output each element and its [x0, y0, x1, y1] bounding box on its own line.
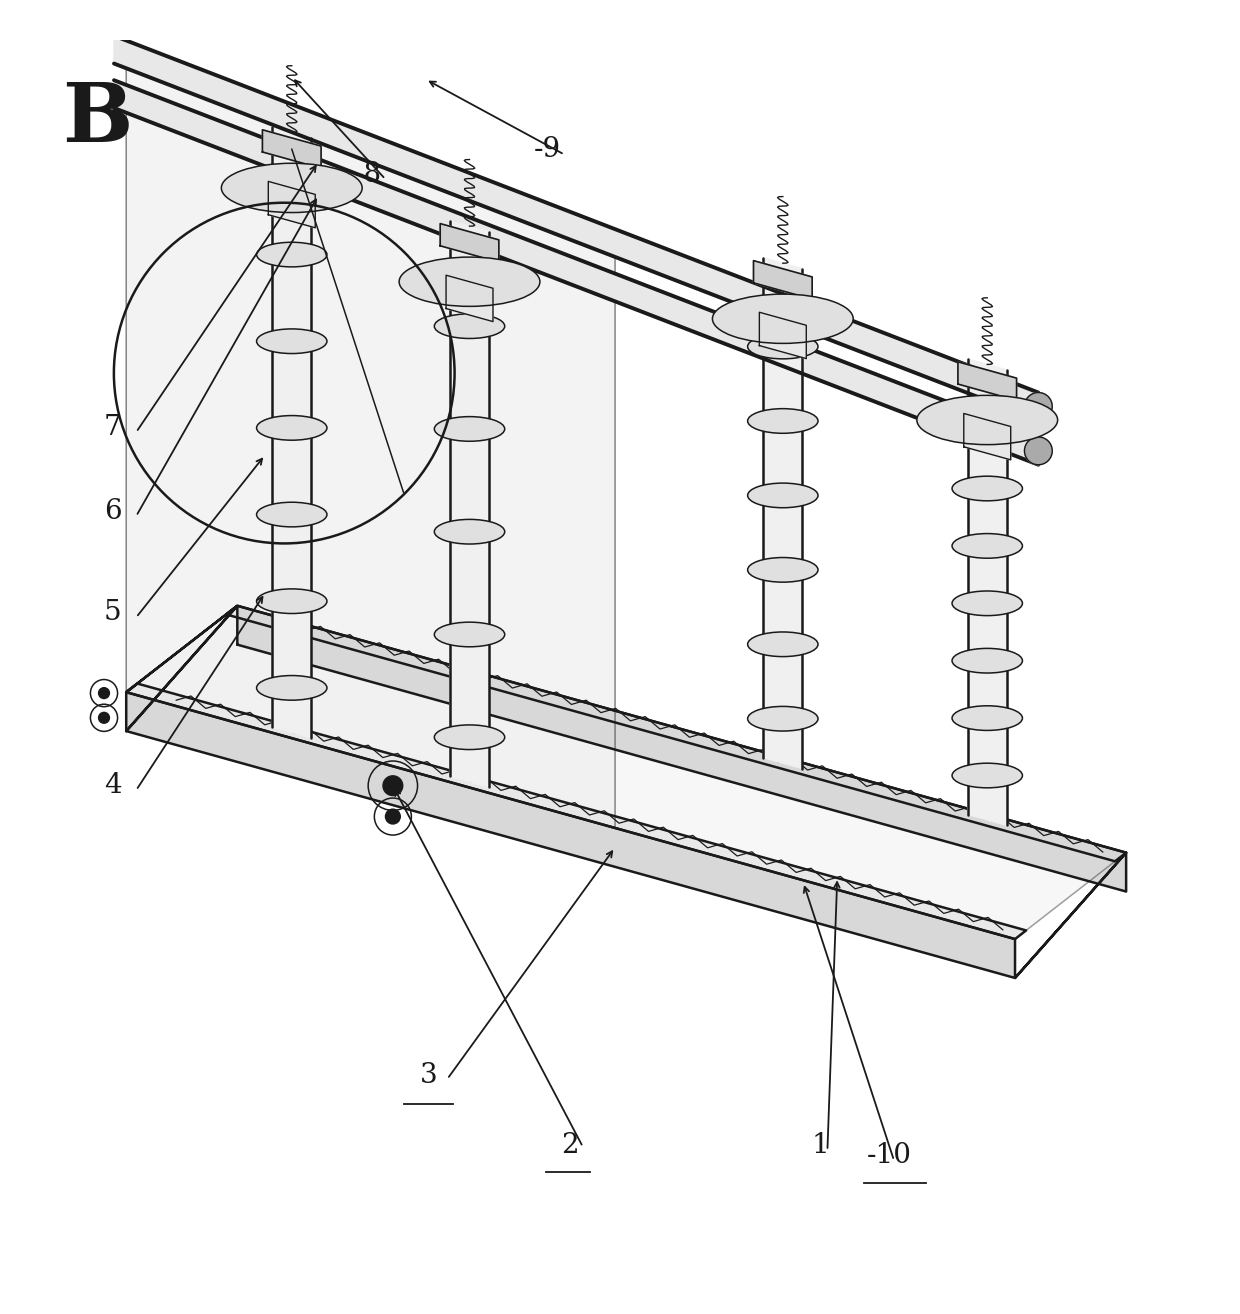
- Ellipse shape: [748, 632, 818, 657]
- Ellipse shape: [257, 502, 327, 527]
- Circle shape: [98, 687, 109, 699]
- Ellipse shape: [952, 591, 1023, 616]
- Ellipse shape: [257, 415, 327, 440]
- Text: 4: 4: [104, 771, 122, 799]
- Ellipse shape: [257, 675, 327, 700]
- Ellipse shape: [434, 519, 505, 544]
- Circle shape: [1024, 438, 1053, 465]
- Ellipse shape: [916, 396, 1058, 444]
- Text: -10: -10: [867, 1142, 911, 1169]
- Text: 5: 5: [104, 599, 122, 625]
- Polygon shape: [446, 275, 494, 322]
- Circle shape: [1024, 393, 1053, 420]
- Polygon shape: [226, 606, 1126, 861]
- Ellipse shape: [713, 294, 853, 343]
- Text: 3: 3: [420, 1062, 438, 1089]
- Polygon shape: [126, 64, 615, 828]
- Polygon shape: [126, 692, 1016, 978]
- Circle shape: [386, 809, 401, 824]
- Ellipse shape: [748, 707, 818, 731]
- Ellipse shape: [434, 725, 505, 749]
- Polygon shape: [967, 359, 1007, 825]
- Text: 1: 1: [811, 1133, 830, 1159]
- Polygon shape: [450, 221, 489, 787]
- Ellipse shape: [748, 334, 818, 359]
- Ellipse shape: [257, 589, 327, 614]
- Polygon shape: [1016, 853, 1126, 978]
- Polygon shape: [126, 606, 1126, 940]
- Polygon shape: [126, 606, 237, 692]
- Text: 7: 7: [104, 414, 122, 440]
- Polygon shape: [114, 35, 1038, 420]
- Text: 6: 6: [104, 498, 122, 524]
- Ellipse shape: [399, 258, 539, 306]
- Polygon shape: [237, 606, 1126, 891]
- Polygon shape: [114, 80, 1038, 465]
- Ellipse shape: [748, 557, 818, 582]
- Ellipse shape: [952, 419, 1023, 443]
- Ellipse shape: [257, 328, 327, 353]
- Circle shape: [98, 712, 109, 723]
- Polygon shape: [754, 260, 812, 300]
- Ellipse shape: [952, 476, 1023, 501]
- Polygon shape: [764, 258, 802, 769]
- Ellipse shape: [434, 417, 505, 442]
- Ellipse shape: [748, 484, 818, 507]
- Polygon shape: [759, 313, 806, 359]
- Text: 2: 2: [560, 1133, 578, 1159]
- Polygon shape: [126, 606, 237, 731]
- Ellipse shape: [257, 242, 327, 267]
- Ellipse shape: [952, 706, 1023, 731]
- Ellipse shape: [952, 533, 1023, 558]
- Polygon shape: [963, 414, 1011, 460]
- Text: B: B: [62, 79, 133, 159]
- Polygon shape: [440, 223, 498, 261]
- Polygon shape: [273, 127, 311, 737]
- Ellipse shape: [222, 163, 362, 213]
- Polygon shape: [268, 181, 315, 227]
- Circle shape: [383, 775, 403, 795]
- Ellipse shape: [952, 763, 1023, 788]
- Polygon shape: [263, 130, 321, 168]
- Polygon shape: [126, 683, 1027, 940]
- Polygon shape: [959, 361, 1017, 401]
- Ellipse shape: [434, 314, 505, 339]
- Ellipse shape: [952, 648, 1023, 673]
- Ellipse shape: [748, 409, 818, 434]
- Text: -9: -9: [533, 137, 560, 163]
- Text: -8: -8: [355, 160, 382, 188]
- Ellipse shape: [434, 622, 505, 646]
